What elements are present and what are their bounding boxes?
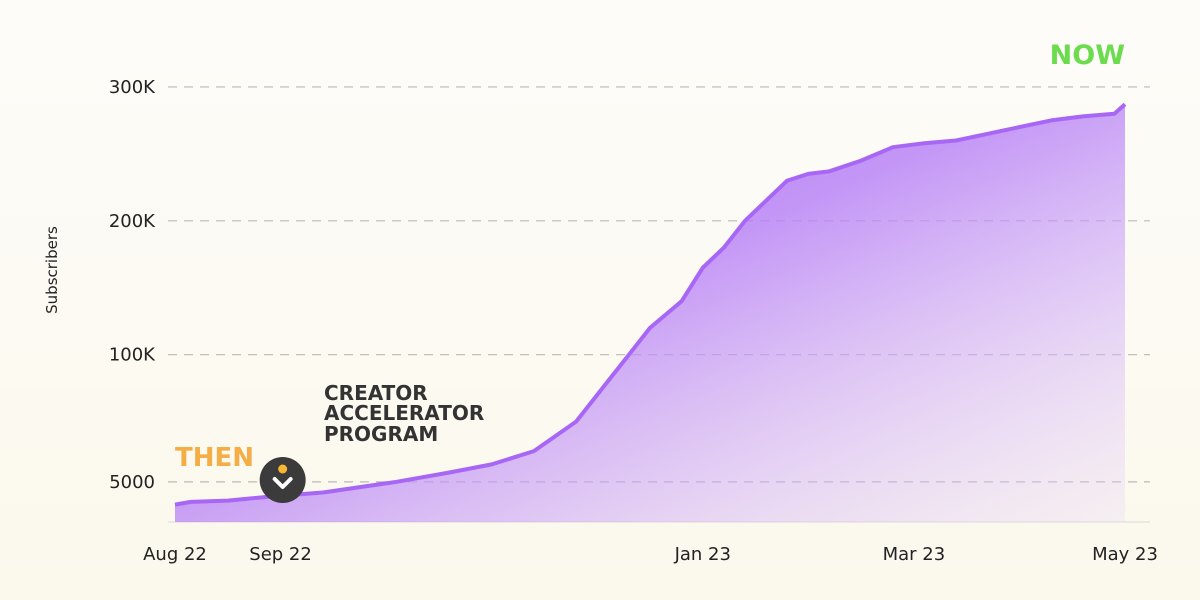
y-axis: 5000 100K 200K 300K [109,77,156,493]
x-tick-label: Aug 22 [143,544,207,565]
milestone-line-1: CREATOR [324,381,428,405]
y-tick-label: 200K [109,211,156,232]
chevron-path [272,477,293,489]
chevron-down-icon[interactable] [259,457,306,503]
y-tick-label: 5000 [109,472,155,493]
x-tick-label: Jan 23 [674,544,731,565]
y-axis-label: Subscribers [43,226,61,314]
now-label: NOW [1050,40,1125,71]
series-line [174,102,1127,507]
marker-circle [259,457,306,503]
x-axis: Aug 22 Sep 22 Jan 23 Mar 23 May 23 [143,544,1158,565]
milestone-line-2: ACCELERATOR [324,401,484,425]
series-area [174,102,1127,523]
y-tick-label: 300K [109,77,156,98]
x-tick-label: Sep 22 [249,544,312,565]
marker-dot [278,464,288,474]
x-tick-label: Mar 23 [883,544,946,565]
milestone-line-3: PROGRAM [324,422,438,446]
milestone-annotation: CREATOR ACCELERATOR PROGRAM [259,381,484,503]
then-label: THEN [175,443,254,473]
x-tick-label: May 23 [1092,544,1158,565]
series-area-fill [175,104,1125,523]
y-tick-label: 100K [109,345,156,366]
